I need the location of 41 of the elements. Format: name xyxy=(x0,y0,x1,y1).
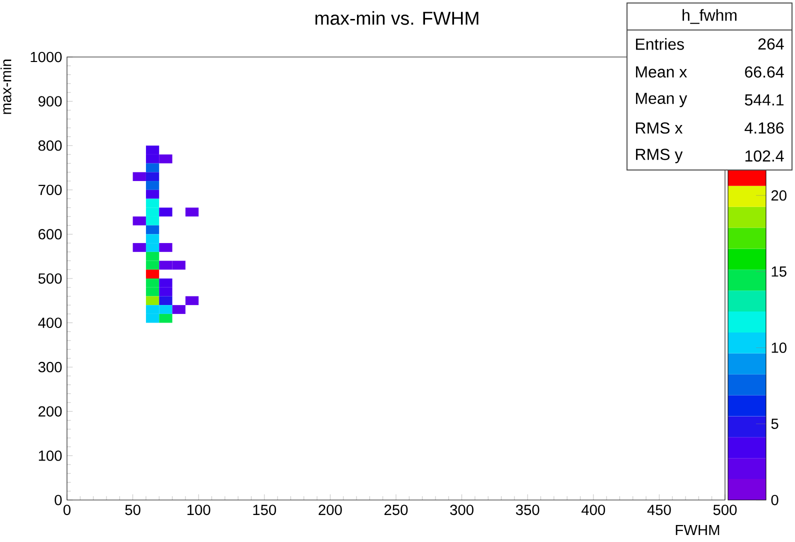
annotation: RMS y xyxy=(636,148,683,164)
x-tick-label: 500 xyxy=(713,504,737,516)
y-tick-label: 600 xyxy=(38,229,62,240)
color-bar-label: 0 xyxy=(771,494,778,506)
x-tick-label: 450 xyxy=(647,504,671,516)
x-tick-label: 0 xyxy=(63,504,70,516)
annotation: Mean y xyxy=(636,92,688,108)
y-tick-label: 200 xyxy=(38,406,62,417)
color-bar-label: 20 xyxy=(771,190,786,201)
text: 4.186 xyxy=(744,122,784,134)
annotation: Mean x xyxy=(636,66,687,78)
color-bar-label: 10 xyxy=(772,342,786,353)
y-tick-label: 800 xyxy=(38,140,62,151)
text: 544.1 xyxy=(744,94,784,106)
text: 102.4 xyxy=(745,150,784,162)
x-tick-label: 250 xyxy=(384,504,408,516)
annotation: RMS x xyxy=(636,122,683,134)
x-tick-label: 100 xyxy=(187,504,210,516)
y-tick-label: 500 xyxy=(38,273,62,284)
y-tick-label: 300 xyxy=(38,362,62,372)
y-tick-label: 100 xyxy=(38,450,62,461)
text: Entries xyxy=(636,38,684,50)
y-tick-label: 900 xyxy=(38,96,62,106)
y-tick-label: 0 xyxy=(54,494,62,506)
x-axis-title: FWHM xyxy=(676,524,720,536)
x-tick-label: 300 xyxy=(450,504,474,516)
x-tick-label: 350 xyxy=(516,504,540,516)
y-tick-label: 700 xyxy=(38,184,62,196)
x-tick-label: 200 xyxy=(318,504,342,516)
text: h_fwhm xyxy=(682,9,736,24)
x-tick-label: 400 xyxy=(582,504,606,516)
text: 66.64 xyxy=(745,66,784,78)
color-bar-label: 5 xyxy=(771,418,778,429)
x-tick-label: 50 xyxy=(125,504,140,516)
chart-title: max-min vs. FWHM xyxy=(315,11,478,25)
color-bar-label: 15 xyxy=(772,266,786,277)
y-tick-label: 400 xyxy=(38,318,62,328)
x-tick-label: 150 xyxy=(253,504,276,516)
y-axis-title: max-min xyxy=(0,60,12,114)
y-tick-label: 1000 xyxy=(30,52,62,62)
text: 264 xyxy=(758,38,784,50)
